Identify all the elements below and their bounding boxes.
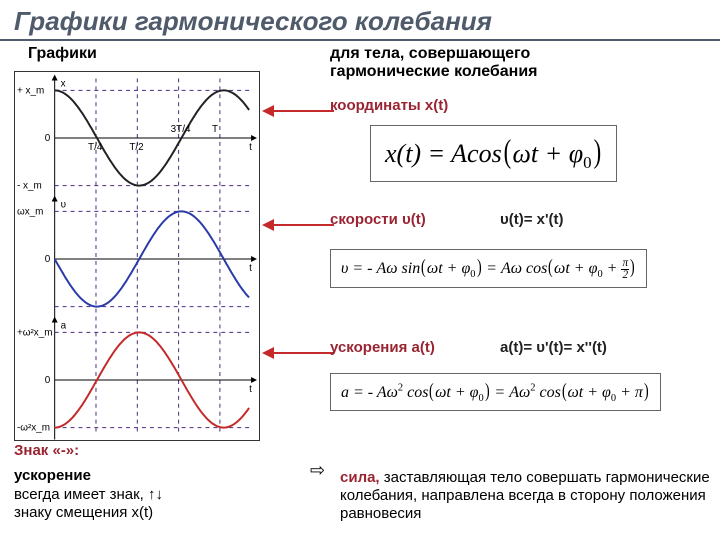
arrow-shaft <box>274 110 334 112</box>
implication-arrow-icon: ⇨ <box>310 460 325 481</box>
arrow-pointer-x <box>262 105 334 117</box>
label-acceleration: ускорения a(t) <box>330 339 435 356</box>
svg-text:t: t <box>249 263 252 274</box>
arrow-head-icon <box>262 105 274 117</box>
svg-text:+ω²x_m: +ω²x_m <box>17 327 53 338</box>
page-title: Графики гармонического колебания <box>14 6 706 37</box>
accel-note: ускорение всегда имеет знак, ↑↓ знаку см… <box>14 467 314 523</box>
label-coordinate: координаты x(t) <box>330 97 448 114</box>
svg-text:t: t <box>249 142 252 153</box>
sign-label: Знак «-»: <box>14 442 314 461</box>
label-velocity-derivative: υ(t)= x'(t) <box>500 211 564 228</box>
svg-text:0: 0 <box>45 133 51 144</box>
formula-a: a = - Aω2 cos(ωt + φ0) = Aω2 cos(ωt + φ0… <box>330 373 661 411</box>
footer-force-note: сила, заставляющая тело совершать гармон… <box>340 469 710 523</box>
force-label: сила, <box>340 469 380 486</box>
label-velocity: скорости υ(t) <box>330 211 426 228</box>
svg-text:t: t <box>249 384 252 395</box>
formula-v: υ = - Aω sin(ωt + φ0) = Aω cos(ωt + φ0 +… <box>330 249 647 288</box>
subtitle-body-l2: гармонические колебания <box>330 63 538 80</box>
label-acceleration-derivative: a(t)= υ'(t)= x''(t) <box>500 339 607 356</box>
formula-x: x(t) = Acos(ωt + φ0) <box>370 125 617 182</box>
subtitle-graphs: Графики <box>28 45 97 63</box>
title-bar: Графики гармонического колебания <box>0 0 720 41</box>
svg-text:-ω²x_m: -ω²x_m <box>17 423 50 434</box>
arrow-shaft <box>274 224 334 226</box>
svg-text:υ: υ <box>61 199 66 210</box>
svg-text:T/4: T/4 <box>88 142 103 153</box>
svg-text:x: x <box>61 78 66 89</box>
arrow-head-icon <box>262 347 274 359</box>
svg-text:T: T <box>212 124 218 135</box>
svg-text:0: 0 <box>45 254 51 265</box>
force-text: заставляющая тело совершать гармонически… <box>340 469 710 522</box>
footer-sign-note: Знак «-»: ускорение всегда имеет знак, ↑… <box>14 442 314 523</box>
svg-text:0: 0 <box>45 375 51 386</box>
arrow-head-icon <box>262 219 274 231</box>
content-area: Графики для тела, совершающего гармониче… <box>0 41 720 531</box>
arrow-pointer-a <box>262 347 334 359</box>
arrow-shaft <box>274 352 334 354</box>
svg-text:a: a <box>61 320 67 331</box>
subtitle-body: для тела, совершающего гармонические кол… <box>330 45 538 82</box>
oscillation-chart: x + x_m - x_m 0 t T/4 T/2 3T/4 Tυ ωx_m 0 t a +ω²x_m -ω… <box>14 71 260 441</box>
arrow-pointer-v <box>262 219 334 231</box>
svg-text:3T/4: 3T/4 <box>171 124 191 135</box>
subtitle-body-l1: для тела, совершающего <box>330 45 530 62</box>
svg-text:- x_m: - x_m <box>17 181 42 192</box>
svg-text:ωx_m: ωx_m <box>17 206 43 217</box>
svg-text:T/2: T/2 <box>129 142 144 153</box>
svg-text:+ x_m: + x_m <box>17 85 44 96</box>
